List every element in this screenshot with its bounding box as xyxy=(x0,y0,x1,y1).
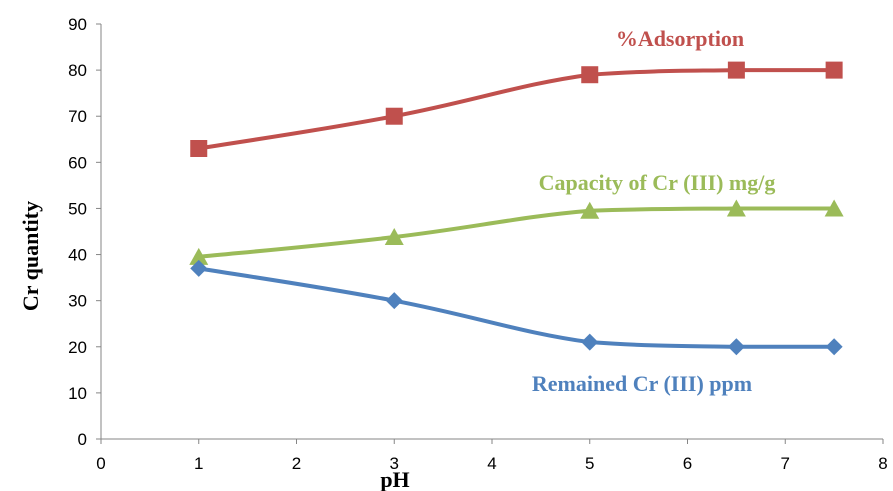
x-ticks: 0 1 2 3 4 5 6 7 8 xyxy=(96,439,888,473)
data-point xyxy=(189,247,209,265)
y-tick-label: 50 xyxy=(68,199,87,218)
x-tick-label: 6 xyxy=(683,454,692,473)
series-line-0 xyxy=(196,68,837,151)
data-point xyxy=(385,292,403,310)
x-tick-label: 3 xyxy=(390,454,399,473)
data-point xyxy=(580,201,600,219)
data-point xyxy=(825,61,843,79)
y-axis-title: Cr quantity xyxy=(18,201,43,311)
series-line-1 xyxy=(196,206,837,259)
x-tick-label: 5 xyxy=(585,454,594,473)
series-label-adsorption: %Adsorption xyxy=(616,26,744,51)
x-tick-label: 0 xyxy=(96,454,105,473)
y-ticks: 0 10 20 30 40 50 60 70 80 90 xyxy=(68,15,101,449)
x-tick-label: 8 xyxy=(878,454,887,473)
data-point xyxy=(726,199,746,217)
x-tick-label: 7 xyxy=(781,454,790,473)
data-point xyxy=(581,333,599,351)
y-tick-label: 0 xyxy=(78,430,87,449)
series-label-remained: Remained Cr (III) ppm xyxy=(532,371,752,396)
y-tick-label: 80 xyxy=(68,61,87,80)
y-tick-label: 90 xyxy=(68,15,87,34)
y-tick-label: 20 xyxy=(68,338,87,357)
series-label-capacity: Capacity of Cr (III) mg/g xyxy=(539,170,776,195)
data-point xyxy=(824,199,844,217)
series-line-2 xyxy=(196,266,837,349)
data-point xyxy=(727,338,745,356)
series-layer xyxy=(189,61,844,356)
x-tick-label: 2 xyxy=(292,454,301,473)
data-point xyxy=(190,140,208,157)
y-tick-label: 60 xyxy=(68,153,87,172)
x-axis-title: pH xyxy=(380,467,409,491)
data-point xyxy=(190,259,208,277)
y-tick-label: 70 xyxy=(68,107,87,126)
data-point xyxy=(825,338,843,356)
data-point xyxy=(385,107,403,125)
axes xyxy=(100,24,883,440)
x-tick-label: 1 xyxy=(194,454,203,473)
data-point xyxy=(581,66,599,84)
y-tick-label: 40 xyxy=(68,246,87,265)
x-tick-label: 4 xyxy=(487,454,496,473)
y-tick-label: 10 xyxy=(68,384,87,403)
y-tick-label: 30 xyxy=(68,292,87,311)
data-point xyxy=(384,228,404,246)
data-point xyxy=(727,61,745,79)
